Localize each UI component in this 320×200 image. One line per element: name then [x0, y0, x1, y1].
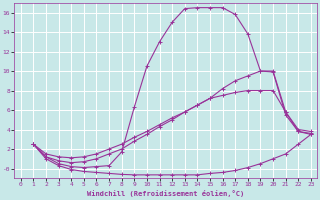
X-axis label: Windchill (Refroidissement éolien,°C): Windchill (Refroidissement éolien,°C)	[87, 190, 244, 197]
